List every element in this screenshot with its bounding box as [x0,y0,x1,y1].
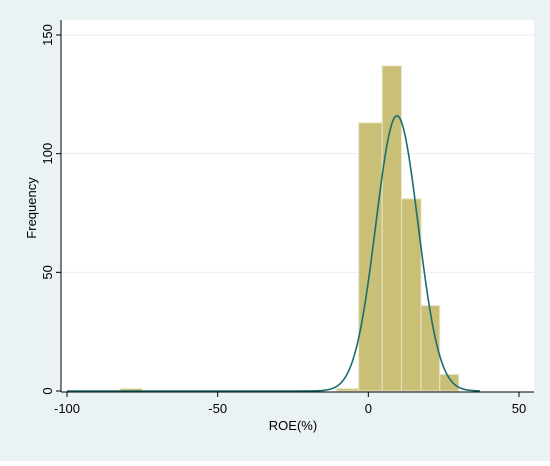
gridlines [61,34,534,273]
y-tick-label: 50 [40,265,55,279]
histogram-bar [381,65,402,392]
histogram-bar [358,122,383,392]
histogram-bar [400,198,422,392]
x-tick-label: 50 [512,401,526,416]
x-tick-label: -100 [54,401,80,416]
histogram-bar [439,373,460,392]
y-tick-label: 150 [40,24,55,46]
plot-area [61,20,534,392]
histogram-bar [420,305,441,392]
x-axis-label: ROE(%) [269,418,317,433]
y-tick-label: 100 [40,143,55,165]
histogram-bar [336,388,360,392]
x-tick-label: 0 [365,401,372,416]
normal-density-curve [67,114,480,392]
y-axis-label: Frequency [24,177,39,239]
x-tick-label: -50 [208,401,227,416]
axes: 0 50 100 150 -100 -50 0 50 [40,20,534,416]
y-tick-label: 0 [40,387,55,394]
